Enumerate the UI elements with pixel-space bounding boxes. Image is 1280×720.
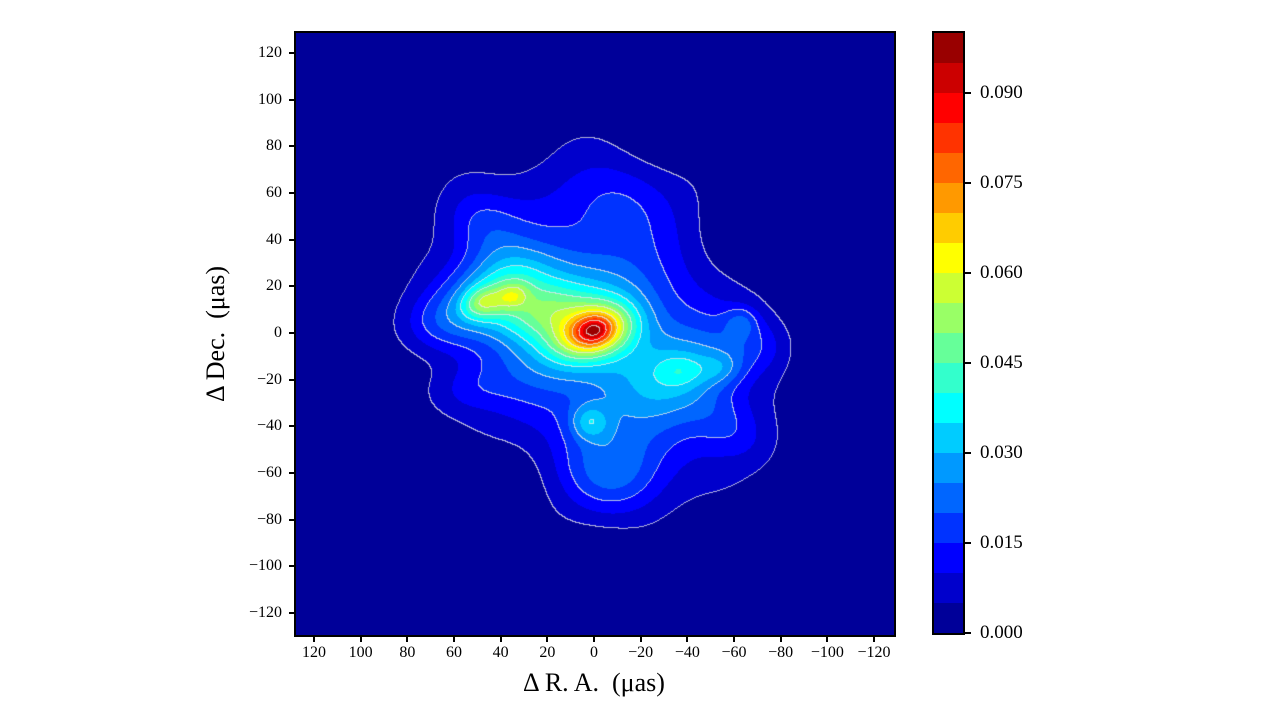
y-tick-label: 80: [266, 137, 282, 155]
colorbar: [932, 31, 965, 635]
y-tick-label: 20: [266, 277, 282, 295]
colorbar-band: [934, 33, 963, 63]
y-tick-label: −20: [256, 370, 282, 388]
x-tick-label: −60: [721, 644, 747, 661]
colorbar-tick-label: 0.045: [980, 352, 1023, 373]
x-tick-label: −20: [628, 644, 654, 661]
y-tick-label: −60: [256, 463, 282, 481]
colorbar-band: [934, 543, 963, 573]
x-axis-label: Δ R. A. (μas): [523, 668, 665, 697]
y-tick-mark: [289, 611, 294, 614]
x-tick-mark: [593, 637, 595, 642]
colorbar-tick-label: 0.000: [980, 622, 1023, 643]
y-tick-mark: [289, 145, 294, 148]
y-tick-mark: [289, 98, 294, 101]
colorbar-bands: [934, 33, 963, 633]
colorbar-band: [934, 123, 963, 153]
colorbar-tick-label: 0.060: [980, 262, 1023, 283]
y-tick-mark: [289, 565, 294, 568]
y-tick-label: −80: [256, 510, 282, 528]
x-tick-label: 120: [302, 644, 326, 661]
y-tick-mark: [289, 192, 294, 194]
y-tick-mark: [289, 471, 294, 474]
colorbar-tick-label: 0.090: [980, 82, 1023, 103]
x-tick-mark: [499, 637, 502, 642]
colorbar-band: [934, 273, 963, 303]
y-tick-label: 40: [266, 230, 282, 248]
colorbar-band: [934, 453, 963, 483]
x-tick-label: 40: [492, 644, 509, 661]
colorbar-tick-mark: [965, 362, 971, 364]
x-tick-mark: [686, 637, 689, 642]
x-tick-mark: [453, 637, 455, 642]
x-tick-label: 0: [590, 644, 598, 661]
colorbar-band: [934, 423, 963, 453]
y-tick-label: −100: [248, 557, 282, 575]
x-tick-label: 80: [399, 644, 416, 661]
x-tick-label: −40: [674, 644, 700, 661]
x-tick-mark: [406, 637, 409, 642]
contour-plot-canvas: [296, 33, 894, 635]
x-tick-mark: [732, 637, 735, 642]
y-tick-label: −120: [248, 603, 282, 621]
colorbar-band: [934, 63, 963, 93]
y-tick-label: 60: [266, 184, 282, 201]
y-tick-mark: [289, 425, 294, 428]
colorbar-band: [934, 573, 963, 603]
colorbar-band: [934, 393, 963, 423]
x-tick-mark: [872, 637, 875, 642]
x-tick-label: 60: [446, 644, 462, 661]
x-tick-mark: [313, 637, 315, 642]
colorbar-band: [934, 93, 963, 123]
y-tick-label: 120: [258, 44, 282, 61]
y-tick-mark: [289, 238, 294, 241]
colorbar-tick-mark: [965, 542, 971, 544]
colorbar-tick-mark: [965, 182, 971, 184]
colorbar-tick-label: 0.015: [980, 532, 1023, 553]
x-tick-label: 20: [539, 644, 556, 661]
x-tick-label: 100: [348, 644, 373, 661]
colorbar-band: [934, 513, 963, 543]
colorbar-tick-label: 0.075: [980, 172, 1023, 193]
colorbar-tick-mark: [965, 452, 971, 454]
colorbar-band: [934, 333, 963, 363]
y-tick-label: 0: [274, 324, 282, 341]
x-tick-label: −100: [810, 644, 844, 661]
x-tick-label: −80: [768, 644, 794, 661]
x-tick-mark: [779, 637, 782, 642]
colorbar-tick-mark: [965, 92, 971, 94]
colorbar-band: [934, 183, 963, 213]
y-tick-label: 100: [258, 90, 282, 108]
colorbar-band: [934, 483, 963, 513]
y-tick-mark: [289, 378, 294, 381]
colorbar-band: [934, 603, 963, 633]
y-tick-mark: [289, 332, 294, 334]
y-tick-mark: [289, 518, 294, 521]
x-tick-mark: [639, 637, 642, 642]
x-tick-mark: [359, 637, 362, 642]
plot-area: [294, 31, 896, 637]
x-tick-mark: [546, 637, 549, 642]
colorbar-tick-mark: [965, 272, 971, 274]
colorbar-band: [934, 153, 963, 183]
y-axis-label: Δ Dec. (μas): [201, 265, 230, 403]
colorbar-band: [934, 213, 963, 243]
colorbar-band: [934, 363, 963, 393]
y-tick-mark: [289, 52, 294, 54]
y-tick-mark: [289, 285, 294, 288]
colorbar-band: [934, 303, 963, 333]
x-tick-mark: [826, 637, 829, 642]
colorbar-tick-label: 0.030: [980, 442, 1023, 463]
colorbar-band: [934, 243, 963, 273]
colorbar-tick-mark: [965, 632, 971, 634]
y-tick-label: −40: [256, 417, 282, 435]
x-tick-label: −120: [857, 644, 891, 661]
